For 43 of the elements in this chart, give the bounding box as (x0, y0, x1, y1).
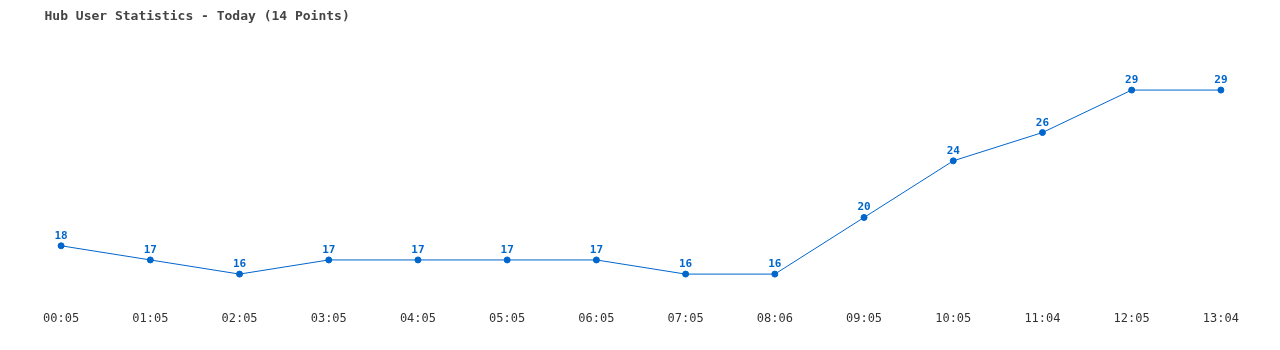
point (503, 256, 511, 264)
data-label: 17 (143, 242, 157, 256)
data-label: 18 (54, 228, 68, 242)
x-tick-label: 03:05 (310, 310, 347, 325)
point (146, 256, 154, 264)
point (1128, 86, 1136, 94)
point (414, 256, 422, 264)
data-label: 16 (232, 257, 247, 271)
x-tick-label: 09:05 (845, 310, 883, 325)
point (325, 256, 333, 264)
data-label: 26 (1035, 115, 1050, 129)
data-label: 29 (1125, 73, 1139, 87)
point (1038, 129, 1046, 137)
data-label: 20 (857, 200, 871, 214)
point (1217, 86, 1225, 94)
x-tick-label: 12:05 (1113, 310, 1150, 325)
x-tick-label: 13:04 (1202, 310, 1239, 325)
data-label: 29 (1214, 73, 1228, 87)
data-label: 17 (500, 242, 514, 256)
point (236, 270, 244, 278)
x-tick-label: 10:05 (935, 310, 972, 325)
data-label: 17 (411, 242, 425, 256)
data-label: 16 (768, 257, 782, 271)
data-label: 17 (589, 242, 604, 256)
x-tick-label: 07:05 (667, 310, 704, 325)
data-label: 16 (678, 257, 693, 271)
point (57, 242, 65, 250)
point (771, 270, 779, 278)
x-tick-label: 08:06 (756, 310, 793, 325)
point (592, 256, 600, 264)
x-tick-label: 02:05 (221, 310, 258, 325)
x-tick-label: 06:05 (578, 310, 615, 325)
data-label: 17 (322, 242, 336, 256)
point (949, 157, 957, 165)
x-tick-label: 00:05 (43, 310, 80, 325)
x-tick-label: 11:04 (1024, 310, 1061, 325)
chart-title: Hub User Statistics - Today (14 Points) (44, 7, 350, 23)
x-tick-label: 01:05 (132, 310, 169, 325)
x-tick-label: 05:05 (489, 310, 526, 325)
point (860, 213, 868, 221)
x-tick-label: 04:05 (399, 310, 437, 325)
point (682, 270, 690, 278)
data-label: 24 (946, 143, 961, 157)
